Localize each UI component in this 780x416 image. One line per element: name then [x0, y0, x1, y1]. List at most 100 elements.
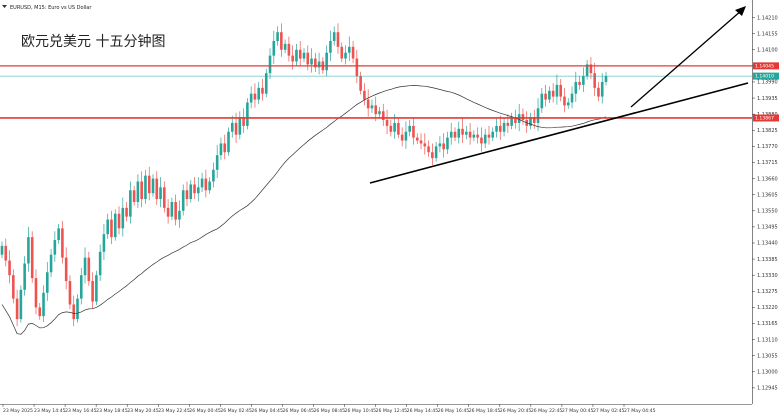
candle: [555, 74, 559, 105]
time-tick-label: 26 May 22:45: [531, 408, 563, 414]
candle-body: [106, 219, 109, 235]
candle: [351, 40, 355, 64]
candle-body: [472, 134, 476, 138]
candle-body: [276, 32, 279, 41]
price-tick-label: 1.13220: [757, 305, 778, 311]
projection-arrow-line: [630, 9, 743, 108]
candle-body: [38, 307, 42, 317]
candle: [12, 269, 15, 304]
candle: [310, 48, 313, 73]
candle-body: [453, 131, 457, 138]
candle: [480, 127, 483, 152]
candle: [223, 134, 227, 160]
candle: [363, 83, 366, 106]
candle: [113, 209, 117, 241]
candle-body: [600, 81, 604, 97]
time-tick-label: 27 May 04:45: [624, 408, 656, 414]
candle-body: [366, 99, 370, 109]
candle: [249, 86, 253, 109]
candle: [604, 71, 608, 86]
candle: [189, 180, 193, 203]
candle-body: [582, 76, 585, 85]
price-tick-label: 1.13440: [757, 241, 778, 247]
candle: [193, 177, 196, 200]
candle: [563, 87, 566, 113]
candle: [136, 174, 140, 208]
candle-body: [0, 245, 4, 255]
candle-body: [253, 93, 257, 100]
candle: [276, 26, 279, 46]
candle-body: [189, 184, 193, 200]
candle: [597, 81, 600, 102]
candle: [64, 247, 68, 290]
candle-body: [12, 275, 15, 299]
candle: [19, 285, 23, 323]
candle-body: [457, 128, 461, 138]
candle: [370, 99, 374, 114]
candle: [589, 57, 593, 80]
candle: [261, 79, 264, 101]
price-tick-label: 1.12945: [757, 386, 778, 392]
candle: [295, 43, 298, 67]
price-tick-label: 1.13660: [757, 176, 778, 182]
resistance-price-label: 1.14045: [755, 63, 774, 69]
candle-body: [117, 213, 121, 229]
candle-body: [102, 234, 106, 252]
candle: [408, 120, 411, 137]
candle-body: [215, 155, 219, 170]
candle: [34, 269, 38, 315]
candle: [495, 118, 498, 138]
time-tick-label: 26 May 02:45: [220, 408, 252, 414]
candle: [106, 213, 109, 239]
candle-body: [30, 237, 34, 279]
candle: [121, 197, 125, 237]
support-price-tag: 1.13867: [753, 114, 779, 122]
candle: [253, 83, 257, 108]
candle: [132, 185, 136, 206]
candle-body: [76, 298, 79, 320]
candle-body: [476, 134, 479, 138]
candle: [415, 133, 419, 145]
candle: [117, 206, 121, 235]
candle-body: [159, 187, 162, 200]
candle: [4, 238, 8, 267]
candle-body: [166, 207, 170, 217]
candle-body: [506, 122, 510, 126]
candle: [155, 171, 159, 205]
candle-body: [132, 190, 136, 202]
candle: [340, 42, 344, 63]
candle-body: [555, 84, 559, 97]
candle: [8, 250, 11, 284]
candle: [325, 45, 328, 77]
candle: [268, 48, 272, 80]
candle-body: [163, 187, 166, 208]
candle-body: [502, 122, 506, 132]
candle-body: [499, 125, 502, 132]
candle-body: [363, 90, 366, 100]
candle-body: [174, 202, 177, 220]
candle-body: [563, 96, 566, 106]
chart-title: 欧元兑美元 十五分钟图: [21, 33, 165, 50]
candle-body: [34, 278, 38, 308]
candle-body: [257, 87, 260, 100]
candle: [102, 223, 106, 260]
candle: [230, 115, 234, 138]
dropdown-arrow-icon[interactable]: [2, 5, 7, 8]
candle-body: [336, 32, 340, 47]
price-tick-label: 1.13495: [757, 225, 778, 231]
time-tick-label: 26 May 18:45: [469, 408, 501, 414]
candle-body: [181, 190, 185, 211]
price-tick-label: 1.14155: [757, 31, 778, 37]
candle: [204, 169, 208, 198]
candle: [476, 127, 479, 144]
candle: [559, 79, 562, 102]
candle: [544, 84, 547, 107]
candle: [431, 143, 434, 166]
candle-body: [348, 46, 351, 53]
candle: [110, 210, 113, 245]
candle-body: [136, 181, 140, 202]
candle-body: [351, 46, 355, 59]
candle-body: [408, 125, 411, 132]
candle: [215, 144, 219, 178]
